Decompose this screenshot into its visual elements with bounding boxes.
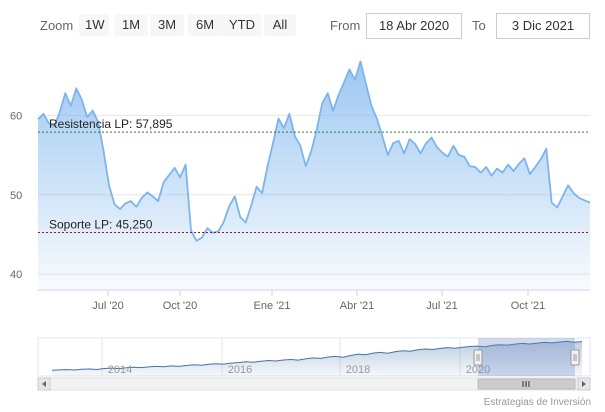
navigator-tick-label: 2018 [346,364,370,376]
zoom-6m-button[interactable]: 6M [188,14,222,36]
annotation-label: Soporte LP: 45,250 [49,217,153,231]
x-tick-label: Oct '21 [511,300,546,312]
y-tick-label: 50 [10,190,22,202]
navigator-area [52,341,582,376]
x-tick-label: Abr '21 [340,300,375,312]
navigator-tick-label: 2014 [108,364,132,376]
y-tick-label: 40 [10,269,22,281]
to-date-input[interactable]: 3 Dic 2021 [496,13,590,39]
zoom-3m-button[interactable]: 3M [150,14,184,36]
to-label: To [472,18,486,33]
from-label: From [330,18,361,33]
series-area [38,61,590,290]
navigator-handle[interactable] [570,349,580,366]
x-tick-label: Ene '21 [254,300,291,312]
series-line [37,60,591,242]
navigator-line [51,340,583,371]
credits-text: Estrategias de Inversión [483,397,591,408]
navigator-tick-label: 2016 [228,364,252,376]
navigator-handle[interactable] [473,349,483,366]
zoom-1w-button[interactable]: 1W [79,14,109,36]
from-date-input[interactable]: 18 Abr 2020 [366,13,462,39]
zoom-1m-button[interactable]: 1M [114,14,148,36]
zoom-all-button[interactable]: All [264,14,296,36]
zoom-label: Zoom [40,18,74,33]
arrow-left-icon [42,381,46,387]
zoom-ytd-button[interactable]: YTD [222,14,262,36]
navigator-tick-label: 2020 [466,364,490,376]
x-tick-label: Oct '20 [163,300,198,312]
navigator-selection [478,338,575,376]
annotation-label: Resistencia LP: 57,895 [49,117,173,131]
x-tick-label: Jul '20 [92,300,123,312]
arrow-right-icon [582,381,586,387]
x-tick-label: Jul '21 [426,300,457,312]
y-tick-label: 60 [10,110,22,122]
